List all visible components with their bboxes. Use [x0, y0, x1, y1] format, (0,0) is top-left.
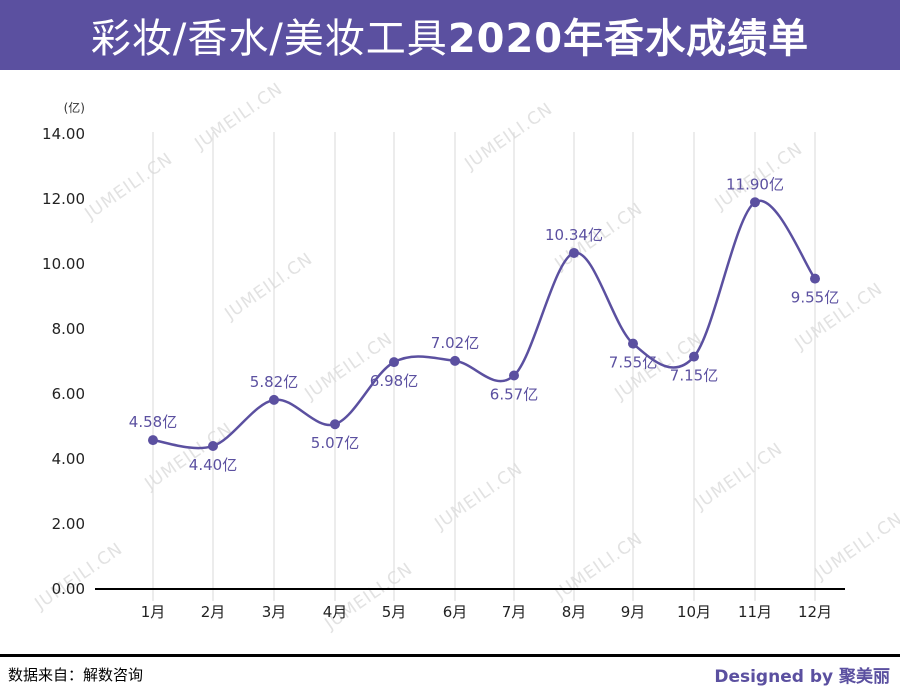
watermark-text: JUMEILI.CN [431, 459, 527, 535]
chart-title: 彩妆/香水/美妆工具 2020年香水成绩单 [0, 0, 900, 70]
watermark-layer: JUMEILI.CNJUMEILI.CNJUMEILI.CNJUMEILI.CN… [31, 79, 900, 635]
title-bold: 2020年香水成绩单 [447, 16, 810, 62]
watermark-text: JUMEILI.CN [691, 439, 787, 515]
y-tick-label: 6.00 [52, 385, 85, 403]
series-layer [148, 197, 820, 451]
watermark-text: JUMEILI.CN [191, 79, 287, 155]
x-tick-label: 4月 [323, 603, 348, 621]
data-point [269, 394, 279, 405]
y-tick-label: 12.00 [42, 190, 85, 208]
x-tick-label: 6月 [443, 603, 468, 621]
watermark-text: JUMEILI.CN [811, 509, 900, 585]
watermark-text: JUMEILI.CN [31, 539, 127, 615]
data-point [148, 435, 158, 446]
data-labels: 4.58亿 4.40亿 5.82亿 5.07亿 6.98亿 7.02亿 6.57亿 10.34… [129, 175, 839, 474]
y-tick-label: 0.00 [52, 580, 85, 598]
x-tick-label: 1月 [141, 603, 166, 621]
x-tick-label: 9月 [621, 603, 646, 621]
x-tick-label: 2月 [201, 603, 226, 621]
watermark-text: JUMEILI.CN [461, 99, 557, 175]
data-point [628, 338, 638, 349]
grid-lines [152, 132, 816, 601]
y-tick-label: 14.00 [42, 125, 85, 143]
data-point [810, 273, 820, 284]
data-point [689, 351, 699, 362]
x-tick-label: 8月 [562, 603, 587, 621]
x-tick-label: 11月 [738, 603, 772, 621]
watermark-text: JUMEILI.CN [551, 529, 647, 605]
data-label: 11.90亿 [726, 175, 784, 193]
data-label: 6.98亿 [370, 372, 418, 390]
line-chart: JUMEILI.CNJUMEILI.CNJUMEILI.CNJUMEILI.CN… [31, 79, 900, 635]
y-tick-label: 2.00 [52, 515, 85, 533]
data-point [208, 441, 218, 451]
data-label: 9.55亿 [791, 289, 839, 307]
x-tick-label: 12月 [798, 603, 832, 621]
y-tick-label: 4.00 [52, 450, 85, 468]
watermark-text: JUMEILI.CN [301, 329, 397, 405]
chart-area: JUMEILI.CN JUMEILI.CN JUMEILI.CN JUMEILI.CN… [0, 70, 900, 654]
footer-rule [0, 654, 900, 657]
data-label: 4.40亿 [189, 456, 237, 474]
data-point [509, 370, 519, 381]
data-source: 数据来自：解数咨询 [8, 666, 144, 684]
y-tick-label: 10.00 [42, 255, 85, 273]
data-label: 5.82亿 [250, 373, 298, 391]
data-point [750, 197, 760, 208]
data-label: 7.02亿 [431, 334, 479, 352]
y-tick-label: 8.00 [52, 320, 85, 338]
data-point [330, 419, 340, 430]
data-label: 7.55亿 [609, 354, 657, 372]
x-tick-label: 10月 [677, 603, 711, 621]
y-unit-label: (亿) [64, 100, 85, 115]
data-point [389, 357, 399, 368]
data-label: 4.58亿 [129, 413, 177, 431]
x-tick-label: 5月 [382, 603, 407, 621]
data-label: 7.15亿 [670, 367, 718, 385]
data-point [450, 355, 460, 366]
x-tick-label: 3月 [262, 603, 287, 621]
designer-credit: Designed by 聚美丽 [714, 667, 890, 687]
watermark-text: JUMEILI.CN [81, 149, 177, 225]
watermark-text: JUMEILI.CN [221, 249, 317, 325]
data-label: 5.07亿 [311, 434, 359, 452]
data-point [569, 247, 579, 258]
series-line [152, 199, 817, 450]
data-label: 6.57亿 [490, 385, 538, 403]
axes: 0.00 2.00 4.00 6.00 8.00 10.00 12.00 14.00 (亿) 1月… [42, 100, 845, 621]
data-label: 10.34亿 [545, 226, 603, 244]
x-tick-label: 7月 [502, 603, 527, 621]
title-regular: 彩妆/香水/美妆工具 [90, 16, 448, 62]
